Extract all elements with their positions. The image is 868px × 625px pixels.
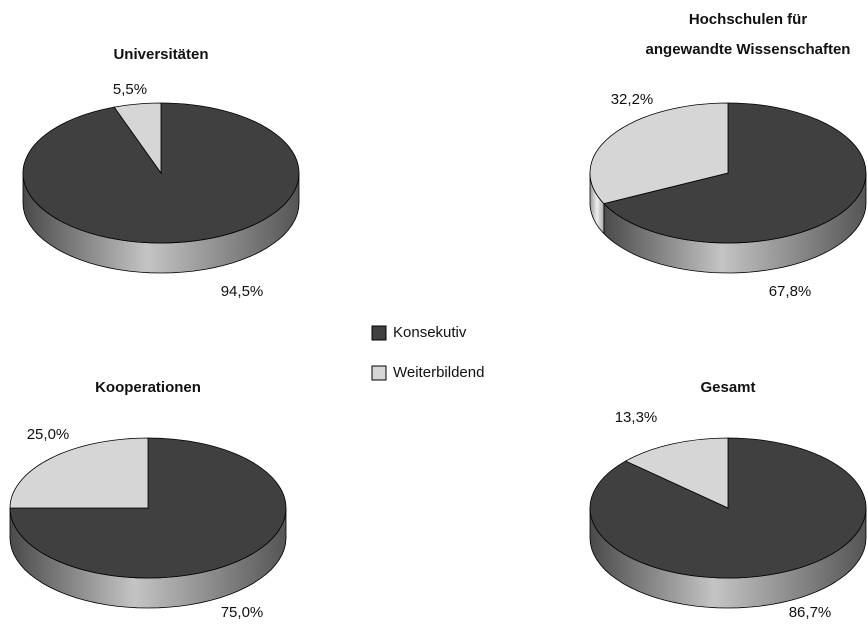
- pie-slice: [9, 437, 287, 579]
- legend-swatch: [371, 325, 387, 341]
- chart-title: Hochschulen für angewandte Wissenschafte…: [645, 11, 851, 58]
- legend-swatch: [371, 365, 387, 381]
- pie-slice: [9, 437, 149, 509]
- value-label: 5,5%: [113, 81, 147, 98]
- value-label: 25,0%: [27, 426, 70, 443]
- pie-slice: [603, 102, 867, 244]
- pie-slice: [624, 437, 729, 509]
- value-label: 75,0%: [221, 604, 264, 621]
- chart-title: Gesamt: [700, 379, 756, 396]
- pie-slice: [113, 102, 162, 175]
- value-label: 67,8%: [769, 283, 812, 300]
- value-label: 94,5%: [221, 283, 264, 300]
- value-label: 86,7%: [789, 604, 832, 621]
- value-label: 32,2%: [611, 91, 654, 108]
- pie-slice: [589, 102, 729, 205]
- legend-label: Konsekutiv: [393, 324, 467, 341]
- value-label: 13,3%: [615, 409, 658, 426]
- chart-title: Universitäten: [113, 46, 209, 63]
- legend-label: Weiterbildend: [393, 364, 484, 381]
- chart-title: Kooperationen: [95, 379, 201, 396]
